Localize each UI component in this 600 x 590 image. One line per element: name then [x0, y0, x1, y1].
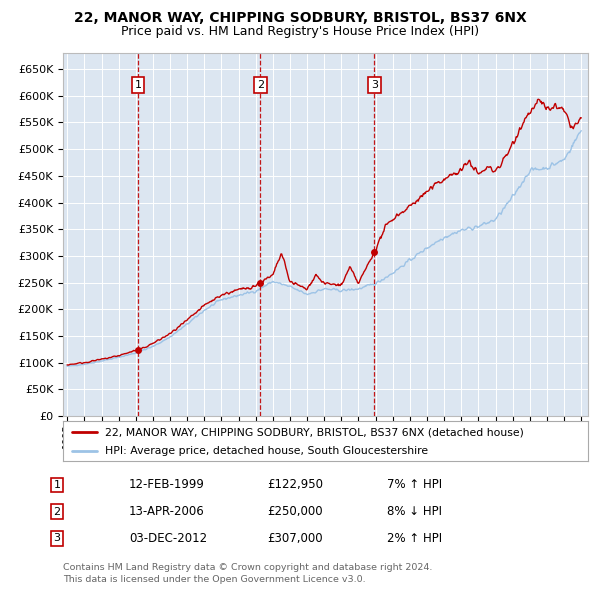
Text: £307,000: £307,000 [267, 532, 323, 545]
Text: £122,950: £122,950 [267, 478, 323, 491]
Text: HPI: Average price, detached house, South Gloucestershire: HPI: Average price, detached house, Sout… [105, 447, 428, 456]
Text: 03-DEC-2012: 03-DEC-2012 [129, 532, 207, 545]
Text: 13-APR-2006: 13-APR-2006 [129, 505, 205, 518]
Text: 2% ↑ HPI: 2% ↑ HPI [387, 532, 442, 545]
Text: 3: 3 [53, 533, 61, 543]
Text: Contains HM Land Registry data © Crown copyright and database right 2024.: Contains HM Land Registry data © Crown c… [63, 563, 433, 572]
Text: 3: 3 [371, 80, 378, 90]
Text: 1: 1 [134, 80, 142, 90]
Text: Price paid vs. HM Land Registry's House Price Index (HPI): Price paid vs. HM Land Registry's House … [121, 25, 479, 38]
Text: 22, MANOR WAY, CHIPPING SODBURY, BRISTOL, BS37 6NX: 22, MANOR WAY, CHIPPING SODBURY, BRISTOL… [74, 11, 526, 25]
Text: 12-FEB-1999: 12-FEB-1999 [129, 478, 205, 491]
Text: £250,000: £250,000 [267, 505, 323, 518]
Text: This data is licensed under the Open Government Licence v3.0.: This data is licensed under the Open Gov… [63, 575, 365, 584]
Text: 2: 2 [257, 80, 264, 90]
Text: 2: 2 [53, 507, 61, 516]
Text: 8% ↓ HPI: 8% ↓ HPI [387, 505, 442, 518]
Text: 22, MANOR WAY, CHIPPING SODBURY, BRISTOL, BS37 6NX (detached house): 22, MANOR WAY, CHIPPING SODBURY, BRISTOL… [105, 428, 524, 438]
Text: 1: 1 [53, 480, 61, 490]
Text: 7% ↑ HPI: 7% ↑ HPI [387, 478, 442, 491]
